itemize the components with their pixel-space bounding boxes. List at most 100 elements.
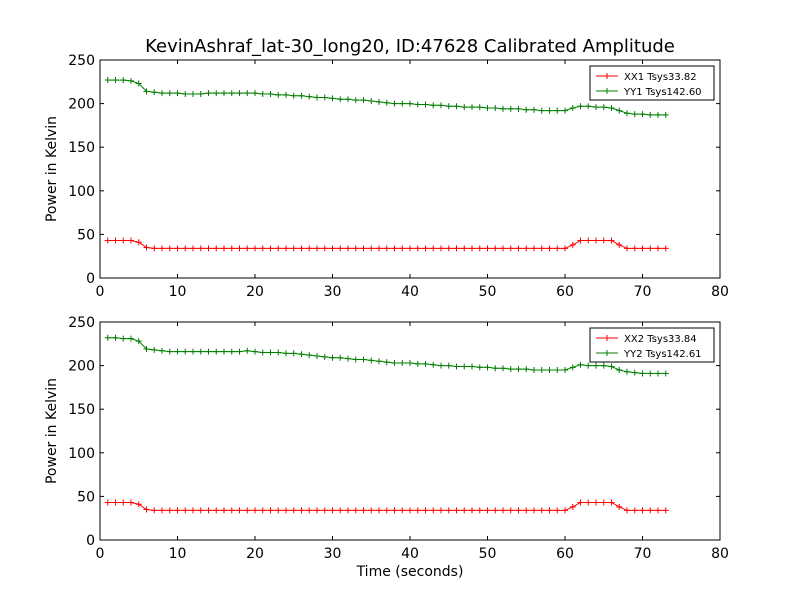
series-2 xyxy=(104,334,669,377)
x-tick-label: 60 xyxy=(556,284,574,300)
data-point xyxy=(376,507,382,514)
data-point xyxy=(205,507,212,514)
data-point xyxy=(104,237,111,244)
data-point xyxy=(143,506,150,513)
data-point xyxy=(608,237,615,244)
data-point xyxy=(531,366,537,373)
data-point xyxy=(151,346,158,353)
data-point xyxy=(577,103,584,110)
data-point xyxy=(585,499,592,506)
data-point xyxy=(484,364,491,371)
data-point xyxy=(453,245,460,252)
data-point xyxy=(221,348,227,355)
data-point xyxy=(190,507,196,514)
data-point xyxy=(554,507,561,514)
data-point xyxy=(585,362,592,369)
data-point xyxy=(283,245,289,252)
data-point xyxy=(376,245,382,252)
data-point xyxy=(500,105,506,112)
x-tick-label: 20 xyxy=(246,284,264,300)
data-point xyxy=(166,245,173,252)
data-point xyxy=(244,90,251,97)
legend-label: YY2 Tsys142.61 xyxy=(623,349,702,360)
data-point xyxy=(197,507,204,514)
data-point xyxy=(515,507,522,514)
data-point xyxy=(631,507,638,514)
data-point xyxy=(345,96,351,103)
data-point xyxy=(662,370,669,377)
y-tick-label: 200 xyxy=(68,359,95,375)
data-point xyxy=(655,245,661,252)
data-point xyxy=(616,503,623,510)
data-point xyxy=(321,94,328,101)
x-tick-label: 0 xyxy=(96,546,105,562)
data-point xyxy=(538,245,545,252)
data-point xyxy=(399,507,406,514)
data-point xyxy=(391,507,398,514)
data-point xyxy=(205,245,212,252)
data-point xyxy=(445,245,452,252)
data-point xyxy=(593,237,599,244)
data-point xyxy=(647,245,654,252)
data-point xyxy=(314,507,320,514)
x-tick-label: 70 xyxy=(634,546,652,562)
data-point xyxy=(213,507,220,514)
data-point xyxy=(438,245,444,252)
data-point xyxy=(515,366,522,373)
data-point xyxy=(213,245,220,252)
data-point xyxy=(143,244,150,251)
y-axis-label: Power in Kelvin xyxy=(44,116,60,222)
chart-title: KevinAshraf_lat-30_long20, ID:47628 Cali… xyxy=(145,36,675,57)
legend: XX1 Tsys33.82 YY1 Tsys142.60 xyxy=(589,65,715,101)
data-point xyxy=(422,245,429,252)
data-point xyxy=(624,110,630,117)
data-point xyxy=(391,100,398,107)
series-line xyxy=(107,79,666,116)
data-point xyxy=(252,90,258,97)
data-point xyxy=(197,348,204,355)
data-point xyxy=(430,102,437,109)
data-point xyxy=(383,359,390,366)
legend-label: XX1 Tsys33.82 xyxy=(624,72,697,83)
y-tick-label: 250 xyxy=(68,53,95,69)
data-point xyxy=(252,507,258,514)
data-point xyxy=(314,94,320,101)
x-tick-label: 10 xyxy=(169,546,187,562)
x-tick-label: 0 xyxy=(96,284,105,300)
data-point xyxy=(655,111,661,118)
data-point xyxy=(461,363,468,370)
data-point xyxy=(476,104,483,111)
data-point xyxy=(182,91,189,98)
data-point xyxy=(166,507,173,514)
data-point xyxy=(197,91,204,98)
data-point xyxy=(283,91,289,98)
data-point xyxy=(252,348,258,355)
data-point xyxy=(507,507,514,514)
x-tick-label: 50 xyxy=(479,546,497,562)
data-point xyxy=(267,245,274,252)
x-tick-label: 80 xyxy=(711,546,729,562)
data-point xyxy=(600,237,607,244)
data-point xyxy=(128,499,134,506)
data-point xyxy=(461,245,468,252)
data-point xyxy=(569,364,576,371)
data-point xyxy=(600,499,607,506)
data-point xyxy=(639,245,646,252)
data-point xyxy=(422,360,429,367)
data-point xyxy=(430,361,437,368)
data-point xyxy=(492,245,499,252)
data-point xyxy=(159,347,165,354)
data-point xyxy=(259,91,266,98)
data-point xyxy=(453,507,460,514)
data-point xyxy=(585,103,592,110)
data-point xyxy=(407,245,413,252)
y-tick-label: 50 xyxy=(77,489,95,505)
data-point xyxy=(569,104,576,111)
data-point xyxy=(221,507,227,514)
data-point xyxy=(151,507,158,514)
data-point xyxy=(112,237,119,244)
data-point xyxy=(546,507,553,514)
data-point xyxy=(166,348,173,355)
